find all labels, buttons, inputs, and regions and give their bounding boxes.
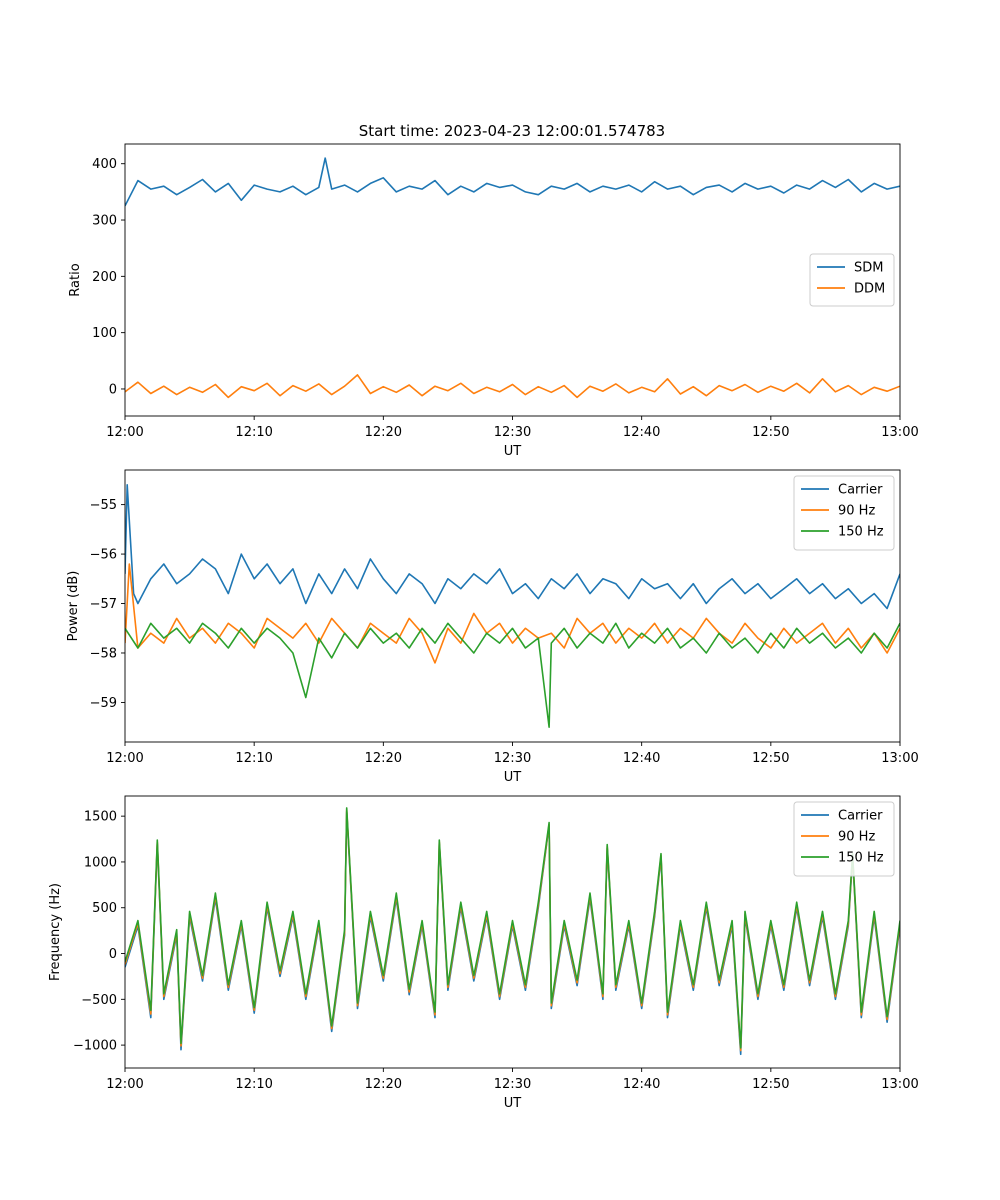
x-tick-label: 12:10 bbox=[235, 751, 272, 766]
x-tick-label: 12:20 bbox=[365, 425, 402, 440]
y-axis-label: Power (dB) bbox=[66, 571, 81, 642]
series-line-150-hz bbox=[125, 622, 900, 728]
y-tick-label: 1000 bbox=[84, 855, 117, 870]
x-tick-label: 12:10 bbox=[235, 425, 272, 440]
legend-label: Carrier bbox=[838, 483, 883, 498]
legend: Carrier 90 Hz 150 Hz bbox=[793, 801, 895, 877]
y-tick-label: 400 bbox=[92, 157, 117, 172]
x-tick-label: 12:10 bbox=[235, 1077, 272, 1092]
legend-label: DDM bbox=[854, 282, 885, 297]
x-tick-label: 13:00 bbox=[881, 751, 918, 766]
legend: SDM DDM bbox=[809, 253, 895, 307]
axes-frame bbox=[124, 469, 901, 743]
legend-label: 150 Hz bbox=[838, 851, 884, 866]
x-tick-label: 12:00 bbox=[106, 1077, 143, 1092]
series-line-ddm bbox=[125, 374, 900, 399]
y-tick-label: 1500 bbox=[84, 810, 117, 825]
x-tick-label: 13:00 bbox=[881, 1077, 918, 1092]
chart-panel-2: 12:00 12:10 12:20 12:30 12:40 12:50 13:00 −59 −5… bbox=[66, 469, 919, 785]
legend-label: 90 Hz bbox=[838, 830, 875, 845]
x-axis-label: UT bbox=[504, 1096, 522, 1111]
legend-label: 150 Hz bbox=[838, 525, 884, 540]
y-axis-label: Frequency (Hz) bbox=[48, 883, 63, 981]
x-tick-label: 12:20 bbox=[365, 751, 402, 766]
y-tick-label: −59 bbox=[90, 696, 117, 711]
y-tick-label: −57 bbox=[90, 597, 117, 612]
x-tick-label: 12:40 bbox=[623, 1077, 660, 1092]
x-tick-label: 12:40 bbox=[623, 751, 660, 766]
x-tick-label: 12:40 bbox=[623, 425, 660, 440]
x-tick-label: 12:30 bbox=[494, 425, 531, 440]
x-tick-label: 12:30 bbox=[494, 1077, 531, 1092]
x-axis-label: UT bbox=[504, 444, 522, 459]
series-line-150-hz bbox=[125, 807, 900, 1049]
figure-title: Start time: 2023-04-23 12:00:01.574783 bbox=[359, 122, 665, 140]
x-tick-label: 13:00 bbox=[881, 425, 918, 440]
y-tick-label: −1000 bbox=[73, 1039, 117, 1054]
y-tick-label: 100 bbox=[92, 326, 117, 341]
x-tick-label: 12:00 bbox=[106, 425, 143, 440]
x-tick-label: 12:50 bbox=[752, 425, 789, 440]
legend-label: 90 Hz bbox=[838, 504, 875, 519]
y-tick-label: 300 bbox=[92, 214, 117, 229]
legend-label: SDM bbox=[854, 261, 883, 276]
y-tick-label: −58 bbox=[90, 646, 117, 661]
series-line-sdm bbox=[125, 157, 900, 207]
x-tick-label: 12:00 bbox=[106, 751, 143, 766]
y-axis-label: Ratio bbox=[68, 263, 83, 296]
x-tick-label: 12:50 bbox=[752, 751, 789, 766]
y-tick-label: 500 bbox=[92, 901, 117, 916]
series-line-carrier bbox=[125, 484, 900, 610]
x-tick-label: 12:30 bbox=[494, 751, 531, 766]
legend-label: Carrier bbox=[838, 809, 883, 824]
y-tick-label: −55 bbox=[90, 498, 117, 513]
chart-panel-3: 12:00 12:10 12:20 12:30 12:40 12:50 13:00 −1000… bbox=[48, 795, 919, 1111]
x-tick-label: 12:20 bbox=[365, 1077, 402, 1092]
x-tick-label: 12:50 bbox=[752, 1077, 789, 1092]
axes-frame bbox=[124, 795, 901, 1069]
series-line-90-hz bbox=[125, 563, 900, 664]
y-tick-label: 0 bbox=[109, 382, 117, 397]
y-tick-label: 0 bbox=[109, 947, 117, 962]
y-tick-label: −56 bbox=[90, 548, 117, 563]
series-line-carrier bbox=[125, 810, 900, 1056]
y-tick-label: −500 bbox=[81, 993, 117, 1008]
y-tick-label: 200 bbox=[92, 270, 117, 285]
legend: Carrier 90 Hz 150 Hz bbox=[793, 475, 895, 551]
x-axis-label: UT bbox=[504, 770, 522, 785]
chart-panel-1: 12:00 12:10 12:20 12:30 12:40 12:50 13:00 0 100 2… bbox=[68, 143, 919, 459]
